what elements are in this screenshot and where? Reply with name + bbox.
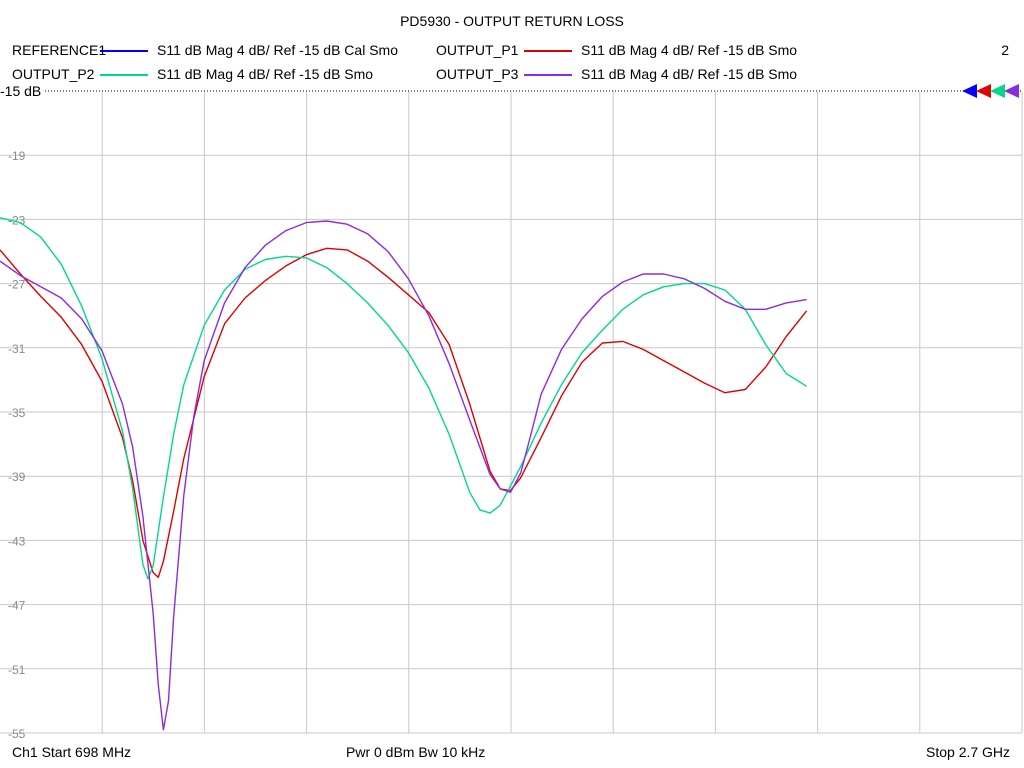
legend-line-swatch [100, 50, 148, 52]
legend-series-name: OUTPUT_P2 [12, 66, 95, 82]
legend-series-name: OUTPUT_P1 [436, 42, 519, 58]
reference-marker-icon [1004, 84, 1019, 98]
y-tick-label: -27 [8, 278, 26, 292]
legend-series-name: REFERENCE1 [12, 42, 107, 58]
legend-series-desc: S11 dB Mag 4 dB/ Ref -15 dB Cal Smo [157, 42, 398, 58]
series-line-output_p1 [0, 247, 808, 578]
legend-series-name: OUTPUT_P3 [436, 66, 519, 82]
legend-series-desc: S11 dB Mag 4 dB/ Ref -15 dB Smo [581, 66, 798, 82]
reference-level-label: -15 dB [0, 83, 44, 99]
y-tick-label: -47 [8, 599, 26, 613]
y-tick-label: -39 [8, 470, 26, 484]
series-line-output_p3 [0, 220, 807, 731]
footer-stop-label: Stop 2.7 GHz [926, 744, 1011, 760]
reference-marker-icon [976, 84, 991, 98]
y-tick-label: -51 [8, 663, 26, 677]
legend-entry: OUTPUT_P2 S11 dB Mag 4 dB/ Ref -15 dB Sm… [12, 66, 432, 86]
reference-marker-icon [990, 84, 1005, 98]
legend-entry: OUTPUT_P3 S11 dB Mag 4 dB/ Ref -15 dB Sm… [436, 66, 856, 86]
legend-entry: OUTPUT_P1 S11 dB Mag 4 dB/ Ref -15 dB Sm… [436, 42, 856, 62]
reference-marker-icon [962, 84, 977, 98]
footer-power-label: Pwr 0 dBm Bw 10 kHz [346, 744, 486, 760]
legend-entry: REFERENCE1 S11 dB Mag 4 dB/ Ref -15 dB C… [12, 42, 432, 62]
legend-line-swatch [524, 74, 572, 76]
y-tick-label: -43 [8, 534, 26, 548]
legend-line-swatch [100, 74, 148, 76]
legend-line-swatch [524, 50, 572, 52]
y-tick-label: -31 [8, 342, 26, 356]
y-tick-label: -35 [8, 406, 26, 420]
series-line-output_p2 [0, 217, 807, 580]
y-tick-label: -19 [8, 149, 26, 163]
footer-start-label: Ch1 Start 698 MHz [12, 744, 132, 760]
legend-series-desc: S11 dB Mag 4 dB/ Ref -15 dB Smo [581, 42, 798, 58]
marker-count: 2 [1001, 42, 1009, 58]
chart-title: PD5930 - OUTPUT RETURN LOSS [400, 13, 624, 29]
legend-series-desc: S11 dB Mag 4 dB/ Ref -15 dB Smo [157, 66, 374, 82]
y-tick-label: -55 [8, 727, 26, 741]
